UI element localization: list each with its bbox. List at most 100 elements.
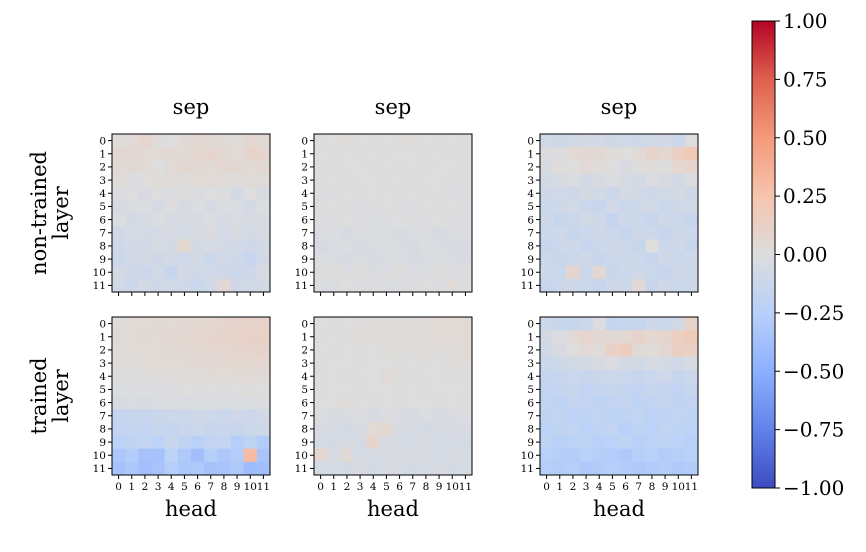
heatmap-cell [553,134,567,148]
y-tick-label: 8 [99,241,106,253]
y-tick-label: 7 [301,228,308,240]
heatmap-cell [672,422,686,436]
heatmap-cell [340,330,354,344]
heatmap-cell [433,279,447,293]
heatmap-cell [178,383,192,397]
y-tick-label: 10 [93,450,106,462]
row-labels: non-trainedlayertrainedlayer [27,151,73,435]
heatmap-cell [433,239,447,253]
heatmap-cell [314,317,328,331]
heatmap-cell [165,357,179,371]
heatmap-cell [619,279,633,293]
heatmap-cell [327,462,341,476]
heatmap-cell [112,134,126,148]
heatmap-cell [314,462,328,476]
y-tick-label: 5 [99,384,106,396]
heatmap-cell [659,317,673,331]
heatmap-cell [580,409,594,423]
y-tick-label: 5 [99,201,106,213]
heatmap-cell [380,383,394,397]
colorbar: 1.00 0.75 0.50 0.25 0.00 −0.25 −0.50 −0.75 −1.00 [752,9,844,500]
y-tick-label: 3 [527,175,534,187]
heatmap-cell [566,462,580,476]
heatmap-cell [606,279,620,293]
heatmap-cell [685,266,699,280]
heatmap-cell [645,253,659,267]
heatmap-cell [685,396,699,410]
heatmap-cell [433,462,447,476]
heatmap-cell [257,370,271,384]
heatmap-cell [459,134,473,148]
heatmap-cell [244,253,258,267]
heatmap-cell [645,279,659,293]
heatmap-cell [340,383,354,397]
heatmap-cell [645,187,659,201]
heatmap-cell [685,174,699,188]
heatmap-cell [380,357,394,371]
heatmap-cell [380,449,394,463]
heatmap-cell [580,357,594,371]
heatmap-cell [367,226,381,240]
heatmap-cell [606,226,620,240]
heatmap-cell [433,200,447,214]
heatmap-cell [419,266,433,280]
heatmap-cell [152,174,166,188]
heatmap-cell [446,134,460,148]
heatmap-cell [406,370,420,384]
heatmap-cell [685,436,699,450]
heatmap-cell [244,449,258,463]
heatmap-cell [204,317,218,331]
heatmap-cell [380,266,394,280]
heatmap-cell [327,187,341,201]
heatmap-cell [393,266,407,280]
y-tick-label: 3 [301,358,308,370]
heatmap-cell [191,330,205,344]
heatmap-cell [380,134,394,148]
heatmap-cell [406,343,420,357]
heatmap-cell [393,147,407,161]
heatmap-cell [340,266,354,280]
heatmap-cell [340,279,354,293]
heatmap-cell [632,279,646,293]
heatmap-cell [566,213,580,227]
heatmap-cell [165,187,179,201]
heatmap-cell [217,436,231,450]
heatmap-cell [553,266,567,280]
heatmap-cell [204,449,218,463]
heatmap-cell [393,449,407,463]
heatmap-cell [204,213,218,227]
heatmap-cell [446,383,460,397]
heatmap-cell [367,383,381,397]
heatmap-cell [152,449,166,463]
heatmap-cell [553,409,567,423]
heatmap-cell [645,436,659,450]
heatmap-cell [367,266,381,280]
heatmap-cell [593,200,607,214]
heatmap-cell [672,134,686,148]
heatmap-cell [165,449,179,463]
y-tick-label: 9 [301,437,308,449]
heatmap-cell [419,449,433,463]
heatmap-cell [685,462,699,476]
heatmap-cell [619,357,633,371]
heatmap-cell [125,317,139,331]
heatmap-cell [566,266,580,280]
heatmap-cell [257,134,271,148]
heatmap-cell [566,200,580,214]
heatmap-cell [606,409,620,423]
heatmap-cell [632,134,646,148]
heatmap-cell [367,134,381,148]
heatmap-cell [645,213,659,227]
heatmap-cell [152,239,166,253]
heatmap-cell [340,239,354,253]
heatmap-cell [178,317,192,331]
heatmap-cell [672,226,686,240]
heatmap-cell [645,147,659,161]
heatmap-cell [231,160,245,174]
heatmap-cell [138,462,152,476]
heatmap-cell [580,370,594,384]
heatmap-cell [606,187,620,201]
heatmap-cell [340,200,354,214]
heatmap-cell [580,239,594,253]
heatmap-cell [340,409,354,423]
